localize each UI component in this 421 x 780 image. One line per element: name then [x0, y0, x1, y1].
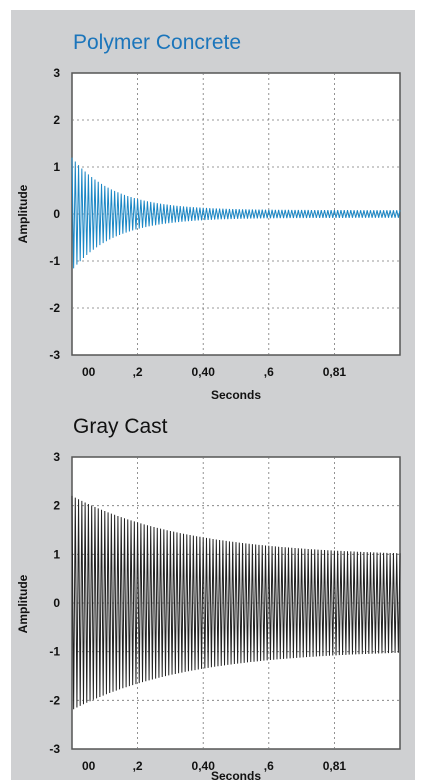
x-tick-label: 0,40 [192, 365, 216, 379]
x-axis-label: Seconds [211, 388, 261, 402]
y-tick-label: 1 [53, 160, 60, 174]
y-axis-label: Amplitude [16, 184, 30, 243]
series-line [71, 157, 401, 269]
gridlines [72, 457, 400, 749]
x-tick-label: 00 [82, 759, 96, 773]
x-tick-label: ,2 [133, 759, 143, 773]
chart-title: Polymer Concrete [73, 31, 241, 54]
x-tick-label: 0,81 [323, 365, 347, 379]
chart-gray-cast: Gray Cast 3 2 1 0 -1 -2 -3 00 ,2 0,40 ,6 0,81 Seco… [16, 415, 401, 780]
y-tick-label: -2 [49, 693, 60, 707]
chart-polymer-concrete: Polymer Concrete 3 2 1 0 -1 -2 -3 00 ,2 0,40 ,6 0,… [16, 31, 401, 402]
x-axis-label: Seconds [211, 769, 261, 780]
chart-title: Gray Cast [73, 415, 168, 438]
series-line [71, 495, 401, 710]
gridlines [72, 73, 400, 355]
y-tick-label: 3 [53, 66, 60, 80]
x-tick-label: 0,81 [323, 759, 347, 773]
plot-area [71, 456, 401, 750]
y-tick-label: 3 [53, 450, 60, 464]
y-tick-label: 2 [53, 113, 60, 127]
x-tick-label: 0,40 [192, 759, 216, 773]
y-tick-label: -3 [49, 348, 60, 362]
y-tick-label: 2 [53, 499, 60, 513]
y-axis-label: Amplitude [16, 574, 30, 633]
x-tick-label: ,6 [264, 759, 274, 773]
x-tick-label: ,2 [133, 365, 143, 379]
y-tick-labels: 3 2 1 0 -1 -2 -3 [49, 66, 60, 362]
plot-area [71, 72, 401, 356]
y-tick-label: -1 [49, 254, 60, 268]
y-tick-label: 0 [53, 207, 60, 221]
y-tick-label: -1 [49, 645, 60, 659]
x-tick-labels: 00 ,2 0,40 ,6 0,81 [82, 759, 346, 773]
y-tick-label: -2 [49, 301, 60, 315]
x-tick-labels: 00 ,2 0,40 ,6 0,81 [82, 365, 346, 379]
y-tick-label: 0 [53, 596, 60, 610]
x-tick-label: 00 [82, 365, 96, 379]
x-tick-label: ,6 [264, 365, 274, 379]
y-tick-label: -3 [49, 742, 60, 756]
y-tick-label: 1 [53, 547, 60, 561]
y-tick-labels: 3 2 1 0 -1 -2 -3 [49, 450, 60, 756]
